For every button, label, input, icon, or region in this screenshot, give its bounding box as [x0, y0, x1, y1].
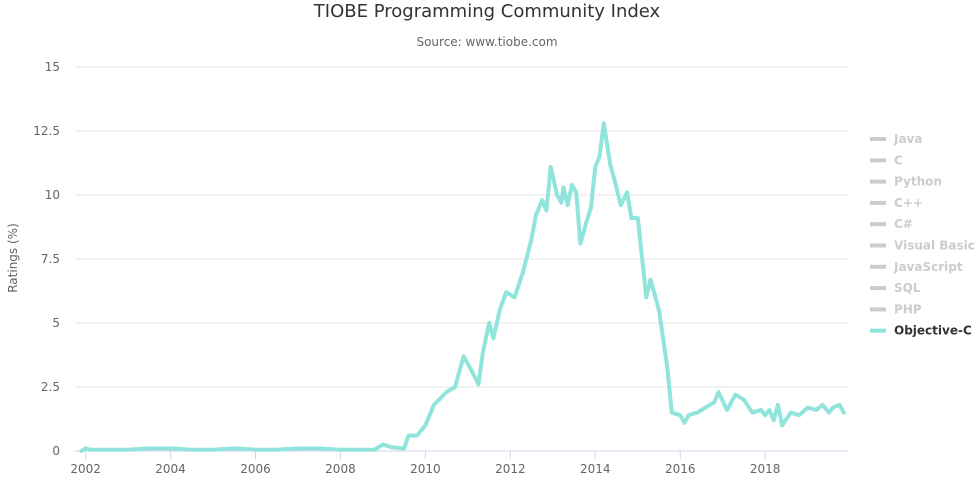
y-tick-label: 2.5 [41, 380, 60, 394]
y-tick-label: 15 [45, 60, 60, 74]
legend-item-java[interactable]: Java [870, 132, 922, 146]
legend-label: Java [893, 132, 922, 146]
legend-item-php[interactable]: PHP [870, 302, 922, 316]
y-tick-label: 10 [45, 188, 60, 202]
y-axis-title: Ratings (%) [6, 223, 20, 293]
legend-label: PHP [894, 302, 922, 316]
y-tick-label: 0 [52, 444, 60, 458]
series-layer [79, 121, 846, 453]
legend-label: Python [894, 175, 942, 189]
y-axis-ticks: 0 2.5 5 7.5 10 12.5 15 [33, 60, 60, 458]
legend: Java C Python C++ C# Visual Basic JavaScript SQ… [870, 132, 975, 338]
legend-label: C# [894, 217, 913, 231]
legend-item-objective-c[interactable]: Objective-C [870, 324, 972, 338]
legend-item-visual-basic[interactable]: Visual Basic [870, 239, 975, 253]
x-axis-ticks: 2002 2004 2006 2008 2010 2012 2014 2016 2018 [70, 451, 780, 476]
y-tick-label: 12.5 [33, 124, 60, 138]
legend-item-c[interactable]: C [870, 153, 903, 167]
legend-item-c-[interactable]: C# [870, 217, 913, 231]
legend-label: JavaScript [893, 260, 963, 274]
legend-label: C [894, 153, 903, 167]
series-line-objective-c [79, 121, 846, 453]
y-tick-label: 5 [52, 316, 60, 330]
legend-label: Visual Basic [894, 239, 975, 253]
chart-subtitle: Source: www.tiobe.com [416, 35, 557, 49]
legend-item-python[interactable]: Python [870, 175, 942, 189]
legend-label: C++ [894, 196, 923, 210]
x-tick-label: 2006 [240, 462, 271, 476]
legend-item-javascript[interactable]: JavaScript [870, 260, 963, 274]
x-tick-label: 2004 [155, 462, 186, 476]
y-tick-label: 7.5 [41, 252, 60, 266]
x-tick-label: 2008 [325, 462, 356, 476]
grid-lines [75, 66, 848, 452]
chart-title: TIOBE Programming Community Index [313, 1, 661, 22]
legend-item-sql[interactable]: SQL [870, 281, 921, 295]
legend-label: SQL [894, 281, 921, 295]
x-tick-label: 2014 [580, 462, 611, 476]
legend-label: Objective-C [894, 324, 972, 338]
legend-item-c-[interactable]: C++ [870, 196, 923, 210]
x-tick-label: 2018 [750, 462, 781, 476]
x-tick-label: 2002 [70, 462, 101, 476]
x-tick-label: 2012 [495, 462, 526, 476]
x-tick-label: 2016 [665, 462, 696, 476]
x-tick-label: 2010 [410, 462, 441, 476]
